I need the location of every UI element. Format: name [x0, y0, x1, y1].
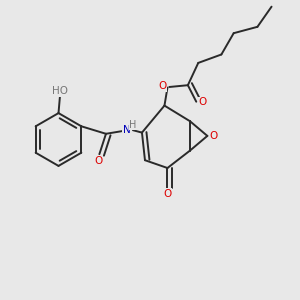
Text: O: O: [199, 97, 207, 107]
Text: N: N: [123, 125, 130, 135]
Text: O: O: [158, 81, 166, 91]
Text: O: O: [163, 189, 172, 199]
Text: O: O: [94, 156, 102, 166]
Text: O: O: [209, 131, 218, 141]
Text: H: H: [129, 120, 137, 130]
Text: HO: HO: [52, 86, 68, 96]
